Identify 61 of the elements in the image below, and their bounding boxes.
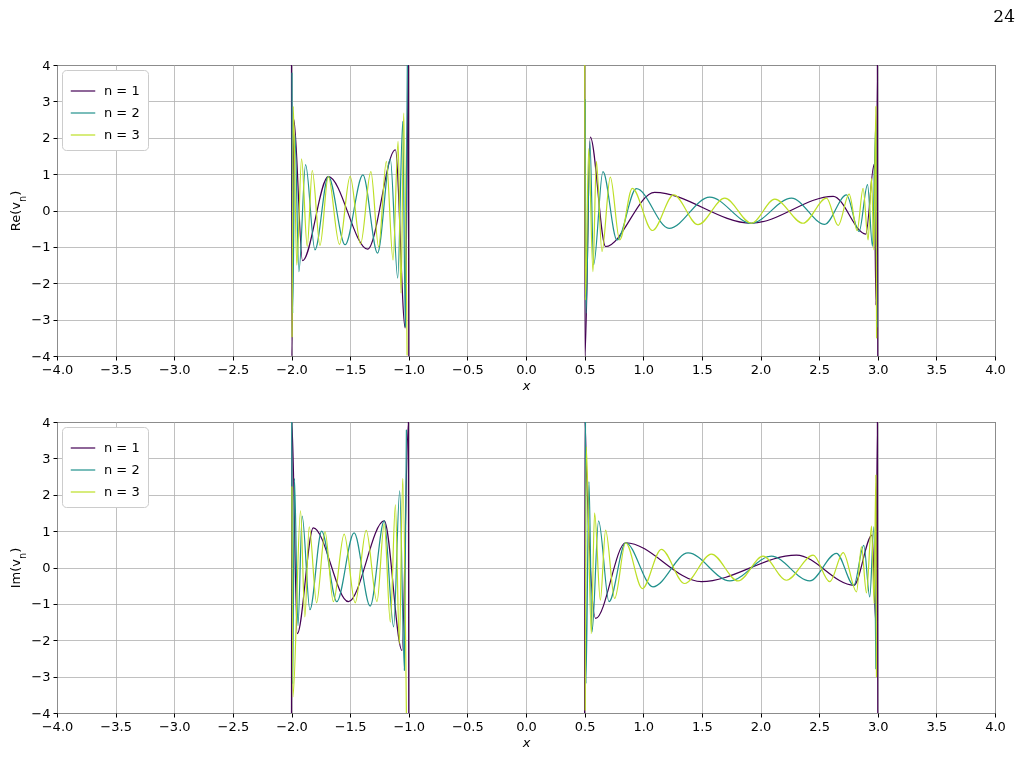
- legend-label: n = 1: [104, 440, 140, 455]
- x-tick-label: 0.5: [574, 361, 596, 377]
- x-tick-label: −0.5: [452, 718, 484, 734]
- legend-label: n = 3: [104, 127, 140, 142]
- y-tick-label: −3: [31, 312, 51, 328]
- legend-label: n = 3: [104, 484, 140, 499]
- y-tick-label: −4: [31, 348, 51, 364]
- x-tick-label: 1.0: [633, 361, 655, 377]
- x-tick-label: −1.5: [334, 718, 367, 734]
- x-tick-label: −3.0: [158, 361, 191, 377]
- y-tick-label: −2: [31, 275, 51, 291]
- x-tick-label: 2.0: [750, 718, 772, 734]
- x-axis-title: x: [521, 734, 531, 750]
- x-tick-label: −1.5: [334, 361, 367, 377]
- x-tick-label: 0.5: [574, 718, 596, 734]
- legend-label: n = 2: [104, 462, 140, 477]
- y-tick-label: −1: [31, 239, 51, 255]
- y-tick-label: 4: [42, 414, 51, 430]
- legend-label: n = 2: [104, 105, 140, 120]
- y-tick-label: −1: [31, 596, 51, 612]
- x-tick-label: −3.0: [158, 718, 191, 734]
- x-tick-label: −2.0: [276, 361, 308, 377]
- x-tick-label: −0.5: [452, 361, 484, 377]
- y-tick-label: 0: [42, 203, 51, 218]
- y-tick-label: −2: [31, 632, 51, 648]
- x-tick-label: 3.5: [926, 361, 948, 377]
- legend-label: n = 1: [104, 83, 140, 98]
- y-tick-label: 3: [42, 450, 51, 466]
- x-tick-label: 2.5: [809, 361, 830, 377]
- text: 24: [993, 6, 1015, 26]
- x-tick-label: −2.0: [276, 718, 308, 734]
- x-tick-label: −4.0: [41, 718, 74, 734]
- x-tick-label: 3.5: [926, 718, 948, 734]
- y-tick-label: 3: [42, 93, 51, 109]
- x-axis-title: x: [521, 377, 531, 393]
- x-tick-label: 1.0: [633, 718, 655, 734]
- x-tick-label: −4.0: [41, 361, 74, 377]
- x-tick-label: 3.0: [867, 718, 889, 734]
- x-tick-label: 0.0: [516, 361, 537, 377]
- y-tick-label: 2: [42, 487, 51, 503]
- y-tick-label: 1: [42, 166, 51, 182]
- x-tick-label: −1.0: [393, 361, 426, 377]
- y-tick-label: 4: [42, 57, 51, 73]
- x-tick-label: 1.5: [692, 718, 713, 734]
- x-tick-label: 1.5: [692, 361, 713, 377]
- x-tick-label: 3.0: [867, 361, 889, 377]
- x-tick-label: −3.5: [100, 718, 132, 734]
- x-tick-label: 4.0: [985, 718, 1006, 734]
- x-tick-label: 4.0: [985, 361, 1006, 377]
- x-tick-label: 2.5: [809, 718, 830, 734]
- y-tick-label: 2: [42, 130, 51, 146]
- x-tick-label: −2.5: [217, 361, 250, 377]
- y-tick-label: 0: [42, 560, 51, 575]
- y-tick-label: −3: [31, 669, 51, 685]
- x-tick-label: −2.5: [217, 718, 250, 734]
- x-tick-label: 0.0: [516, 718, 537, 734]
- y-tick-label: 1: [42, 523, 51, 539]
- x-tick-label: −3.5: [100, 361, 132, 377]
- x-tick-label: 2.0: [750, 361, 772, 377]
- x-tick-label: −1.0: [393, 718, 426, 734]
- y-tick-label: −4: [31, 705, 51, 721]
